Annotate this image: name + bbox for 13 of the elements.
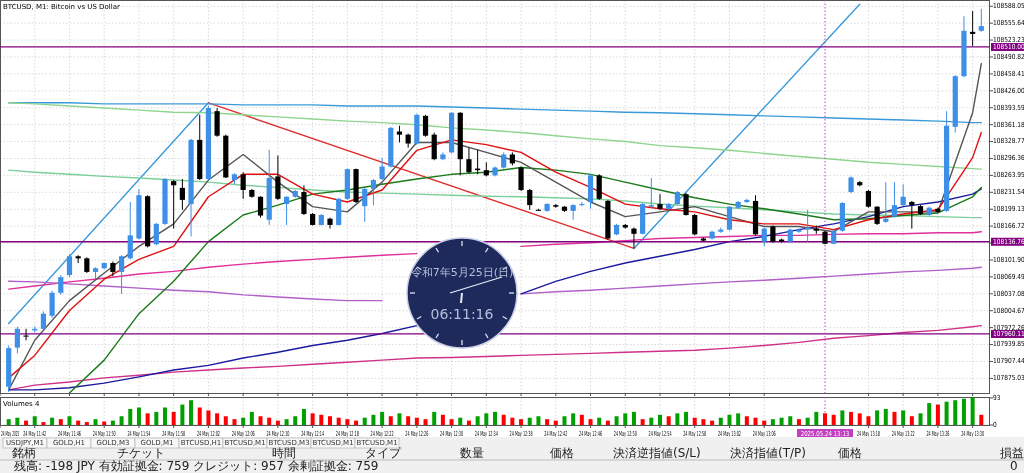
text: 決済指値(T/P)	[730, 446, 806, 460]
text: 損益	[1000, 446, 1024, 460]
text: 価格	[550, 446, 574, 460]
text: 残高: -198 JPY 有効証拠金: 759 クレジット: 957 余剰証拠金: 759	[14, 459, 379, 473]
annotation: 令和7年5月25日(日)	[410, 266, 514, 279]
annotation: 06:11:16	[430, 306, 494, 322]
text: 銘柄	[12, 446, 36, 460]
text: 決済逆指値(S/L)	[613, 446, 701, 460]
text: 価格	[838, 446, 862, 460]
text: チケット	[117, 446, 165, 460]
text: タイプ	[365, 446, 402, 460]
text: 数量	[460, 446, 484, 460]
text: 時間	[272, 446, 296, 460]
